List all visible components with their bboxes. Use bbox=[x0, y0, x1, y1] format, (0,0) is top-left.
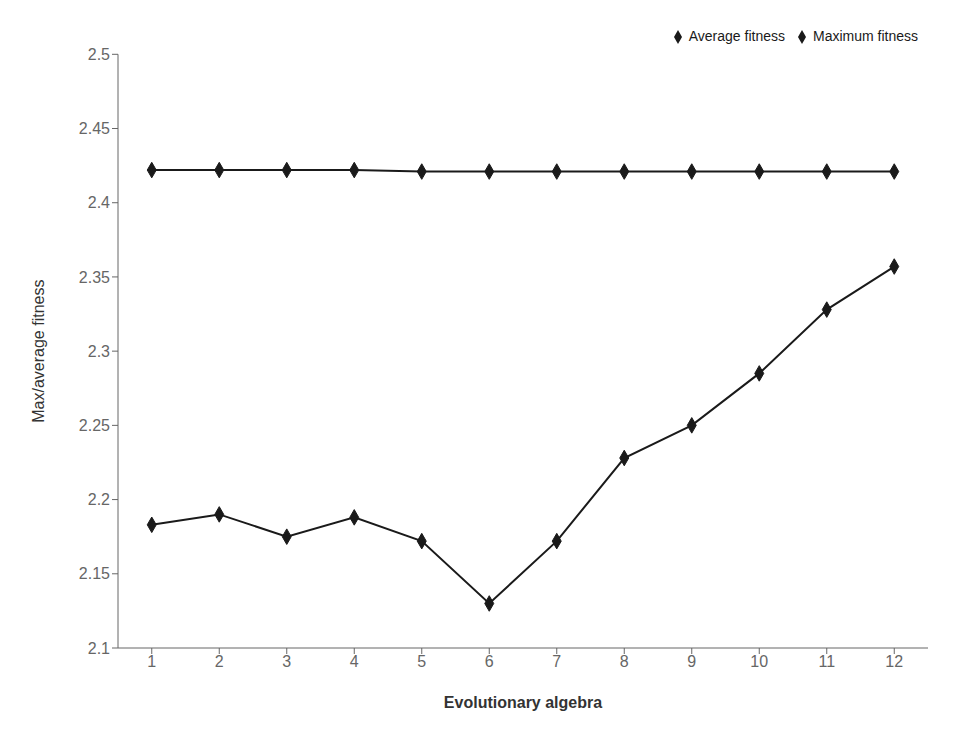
svg-text:5: 5 bbox=[417, 653, 426, 670]
html-text:Average fitness: Average fitness bbox=[688, 28, 785, 44]
svg-text:9: 9 bbox=[687, 653, 696, 670]
svg-text:8: 8 bbox=[620, 653, 629, 670]
svg-text:2.4: 2.4 bbox=[88, 194, 110, 211]
svg-text:Evolutionary algebra: Evolutionary algebra bbox=[444, 694, 602, 711]
svg-text:2.3: 2.3 bbox=[88, 343, 110, 360]
svg-text:1: 1 bbox=[147, 653, 156, 670]
svg-text:2.5: 2.5 bbox=[88, 46, 110, 63]
svg-text:4: 4 bbox=[350, 653, 359, 670]
svg-text:2.35: 2.35 bbox=[79, 269, 110, 286]
svg-text:2.1: 2.1 bbox=[88, 640, 110, 657]
svg-text:10: 10 bbox=[750, 653, 768, 670]
svg-text:2: 2 bbox=[215, 653, 224, 670]
svg-text:11: 11 bbox=[818, 653, 835, 670]
svg-text:6: 6 bbox=[485, 653, 494, 670]
svg-text:12: 12 bbox=[885, 653, 903, 670]
svg-text:3: 3 bbox=[282, 653, 291, 670]
svg-text:2.15: 2.15 bbox=[79, 565, 110, 582]
svg-text:Max/average fitness: Max/average fitness bbox=[30, 280, 47, 423]
svg-text:7: 7 bbox=[552, 653, 561, 670]
svg-text:2.45: 2.45 bbox=[79, 120, 110, 137]
svg-text:2.2: 2.2 bbox=[88, 491, 110, 508]
svg-text:2.25: 2.25 bbox=[79, 417, 110, 434]
html-text:Maximum fitness: Maximum fitness bbox=[813, 28, 918, 44]
